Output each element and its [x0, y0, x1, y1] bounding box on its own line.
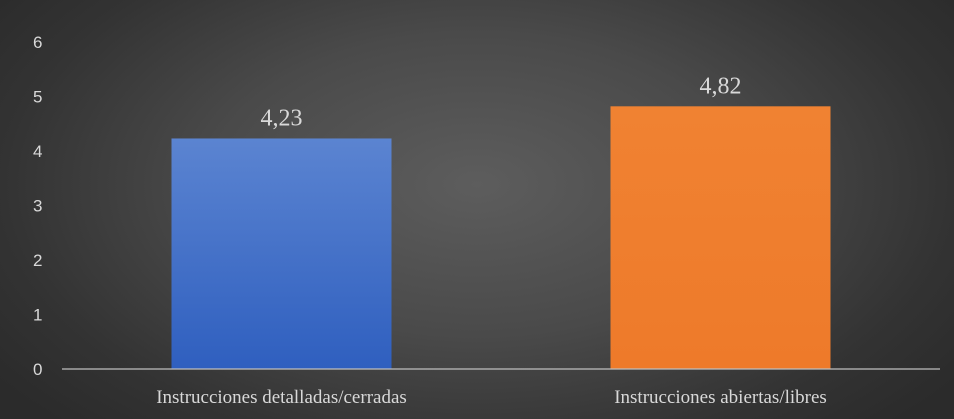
data-label-1: 4,23	[261, 105, 303, 131]
bars	[171, 106, 831, 369]
bar-2	[610, 106, 831, 369]
y-tick-label: 1	[33, 306, 42, 325]
data-label-2: 4,82	[700, 73, 742, 99]
category-label-2: Instrucciones abiertas/libres	[614, 387, 827, 408]
y-tick-label: 0	[33, 360, 42, 379]
data-labels: 4,23 4,82	[261, 73, 742, 131]
y-tick-label: 2	[33, 251, 42, 270]
y-axis-ticks: 0 1 2 3 4 5 6	[33, 33, 42, 379]
category-label-1: Instrucciones detalladas/cerradas	[156, 387, 407, 408]
y-tick-label: 4	[33, 142, 42, 161]
bar-1	[171, 138, 392, 369]
category-labels: Instrucciones detalladas/cerradas Instruc…	[156, 387, 827, 408]
y-tick-label: 3	[33, 197, 42, 216]
y-tick-label: 6	[33, 33, 42, 52]
y-tick-label: 5	[33, 88, 42, 107]
